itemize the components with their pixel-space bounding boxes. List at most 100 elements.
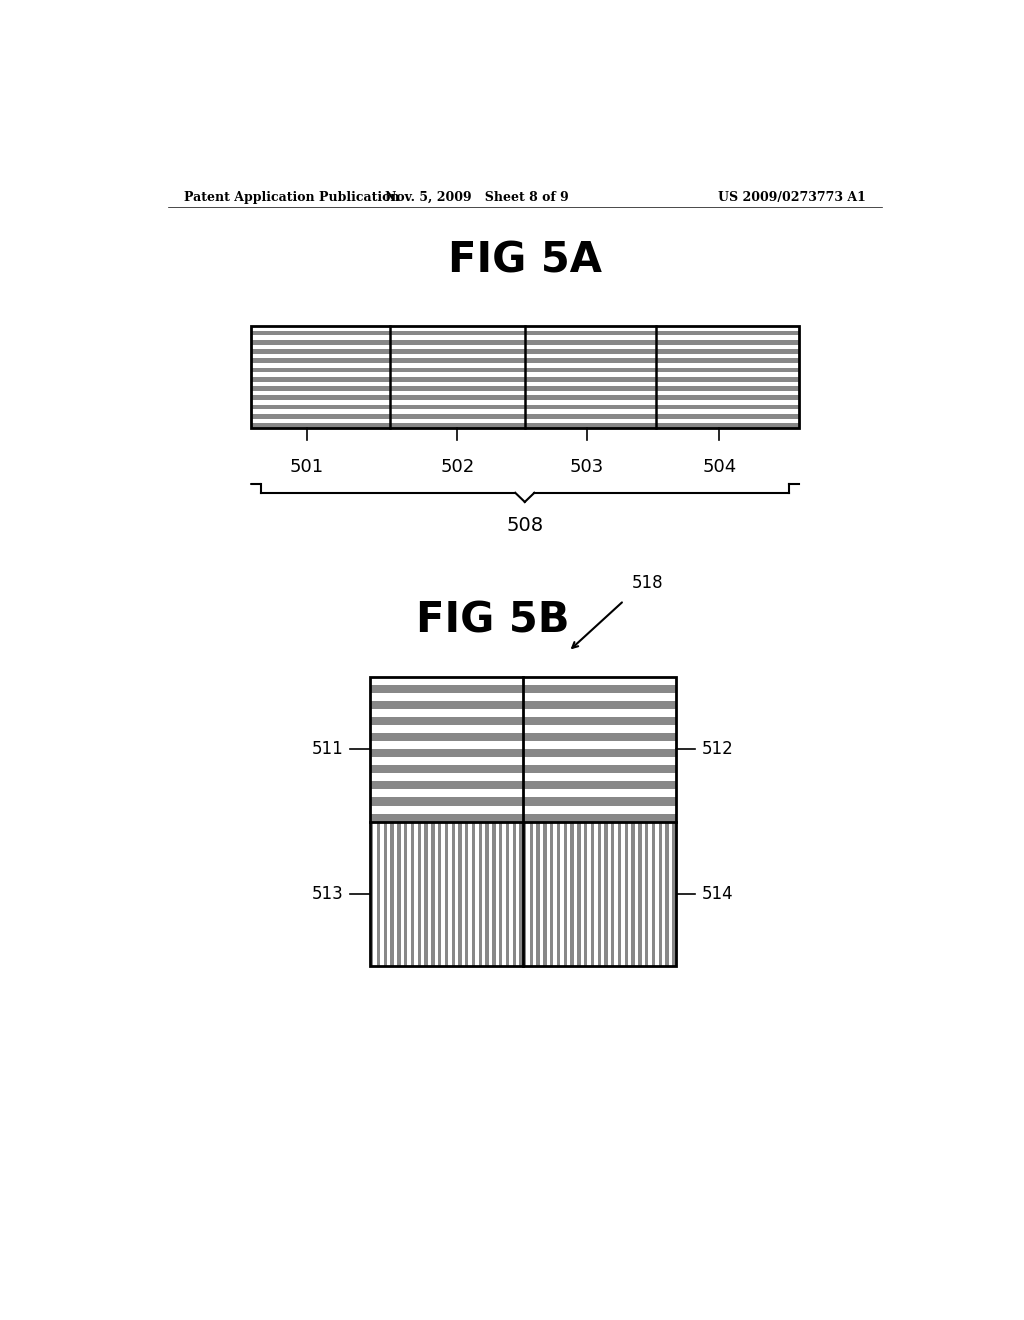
Bar xyxy=(655,350,799,354)
Bar xyxy=(524,331,655,335)
Bar xyxy=(652,821,655,966)
Bar xyxy=(604,821,607,966)
Bar xyxy=(563,821,567,966)
Bar xyxy=(655,405,799,409)
Bar xyxy=(557,821,560,966)
Bar xyxy=(550,821,553,966)
Bar xyxy=(485,821,488,966)
Bar xyxy=(524,368,655,372)
Bar xyxy=(465,821,469,966)
Bar xyxy=(524,359,655,363)
Bar xyxy=(584,821,588,966)
Bar xyxy=(370,781,523,789)
Bar xyxy=(390,341,524,345)
Text: 518: 518 xyxy=(632,574,664,593)
Bar xyxy=(578,821,581,966)
Bar xyxy=(390,414,524,418)
Bar xyxy=(390,368,524,372)
Bar xyxy=(655,341,799,345)
Bar xyxy=(537,821,540,966)
Bar xyxy=(390,405,524,409)
Bar xyxy=(655,387,799,391)
Bar xyxy=(390,821,394,966)
Bar xyxy=(390,396,524,400)
Bar xyxy=(524,396,655,400)
Bar xyxy=(411,821,414,966)
Text: 512: 512 xyxy=(701,741,733,758)
Bar xyxy=(390,350,524,354)
Bar xyxy=(370,766,523,774)
Bar xyxy=(524,350,655,354)
Bar xyxy=(390,378,524,381)
Bar xyxy=(524,326,655,428)
Bar xyxy=(370,750,523,758)
Bar xyxy=(638,821,642,966)
Text: 508: 508 xyxy=(506,516,544,535)
Bar xyxy=(523,781,676,789)
Bar xyxy=(251,341,390,345)
Bar xyxy=(529,821,534,966)
Bar xyxy=(438,821,441,966)
Bar xyxy=(418,821,421,966)
Bar xyxy=(404,821,408,966)
Bar xyxy=(370,797,523,805)
Bar xyxy=(251,396,390,400)
Bar xyxy=(478,821,482,966)
Bar xyxy=(251,359,390,363)
Bar xyxy=(523,750,676,758)
Bar xyxy=(655,378,799,381)
Bar xyxy=(524,424,655,428)
Bar xyxy=(452,821,455,966)
Bar xyxy=(370,821,374,966)
Bar xyxy=(506,821,509,966)
Bar xyxy=(523,821,526,966)
Text: 502: 502 xyxy=(440,458,474,477)
Bar xyxy=(251,414,390,418)
Bar xyxy=(666,821,669,966)
Bar xyxy=(655,424,799,428)
Bar xyxy=(370,677,676,966)
Bar xyxy=(524,405,655,409)
Bar xyxy=(523,685,676,693)
Text: Nov. 5, 2009   Sheet 8 of 9: Nov. 5, 2009 Sheet 8 of 9 xyxy=(385,190,569,203)
Bar xyxy=(523,813,676,821)
Text: 501: 501 xyxy=(290,458,324,477)
Bar xyxy=(499,821,503,966)
Bar xyxy=(424,821,428,966)
Text: FIG 5B: FIG 5B xyxy=(417,599,569,642)
Bar xyxy=(390,387,524,391)
Bar xyxy=(523,797,676,805)
Text: 513: 513 xyxy=(312,884,344,903)
Bar xyxy=(645,821,648,966)
Bar xyxy=(370,685,523,693)
Bar xyxy=(377,821,380,966)
Bar xyxy=(251,350,390,354)
Bar xyxy=(493,821,496,966)
Bar xyxy=(524,414,655,418)
Bar xyxy=(617,821,622,966)
Bar xyxy=(597,821,601,966)
Bar xyxy=(655,368,799,372)
Text: FIG 5A: FIG 5A xyxy=(447,239,602,281)
Bar xyxy=(251,331,390,335)
Bar xyxy=(523,821,676,966)
Text: US 2009/0273773 A1: US 2009/0273773 A1 xyxy=(718,190,866,203)
Bar xyxy=(625,821,628,966)
Bar xyxy=(370,733,523,741)
Bar xyxy=(397,821,400,966)
Bar xyxy=(472,821,475,966)
Bar xyxy=(523,677,676,821)
Bar xyxy=(370,821,523,966)
Bar xyxy=(523,701,676,709)
Bar xyxy=(658,821,662,966)
Bar xyxy=(390,359,524,363)
Bar xyxy=(370,677,523,821)
Bar xyxy=(591,821,594,966)
Text: 504: 504 xyxy=(702,458,736,477)
Bar xyxy=(251,387,390,391)
Bar xyxy=(570,821,573,966)
Text: 503: 503 xyxy=(569,458,604,477)
Bar xyxy=(390,326,524,428)
Bar xyxy=(523,717,676,725)
Bar xyxy=(370,717,523,725)
